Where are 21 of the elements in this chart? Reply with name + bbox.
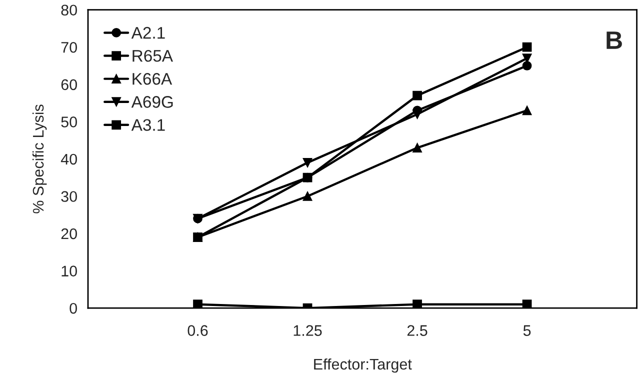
x-tick-label: 0.6 [188, 325, 208, 336]
x-tick-label: 5 [523, 325, 531, 336]
x-tick-label: 1.25 [294, 325, 322, 336]
y-tick-label: 0 [70, 302, 77, 314]
annotation: B [606, 32, 622, 49]
y-tick-label: 60 [61, 79, 77, 90]
y-tick-label: 20 [61, 228, 77, 240]
y-tick-label: 50 [61, 116, 77, 128]
x-axis-title: Effector:Target [314, 358, 412, 373]
y-axis-title: % Specific Lysis [32, 104, 47, 214]
y-tick-label: 80 [61, 4, 77, 16]
y-tick-label: 40 [60, 154, 77, 165]
legend-label: R65A [132, 50, 173, 62]
y-tick-label: 10 [62, 266, 77, 276]
legend-label: A2.1 [131, 26, 165, 39]
legend-label: K66A [132, 73, 172, 85]
y-tick-label: 30 [61, 191, 77, 202]
y-tick-label: 70 [61, 42, 77, 53]
x-tick-label: 2.5 [407, 325, 428, 336]
legend-label: A69G [131, 96, 173, 108]
legend-label: A3.1 [131, 119, 165, 131]
